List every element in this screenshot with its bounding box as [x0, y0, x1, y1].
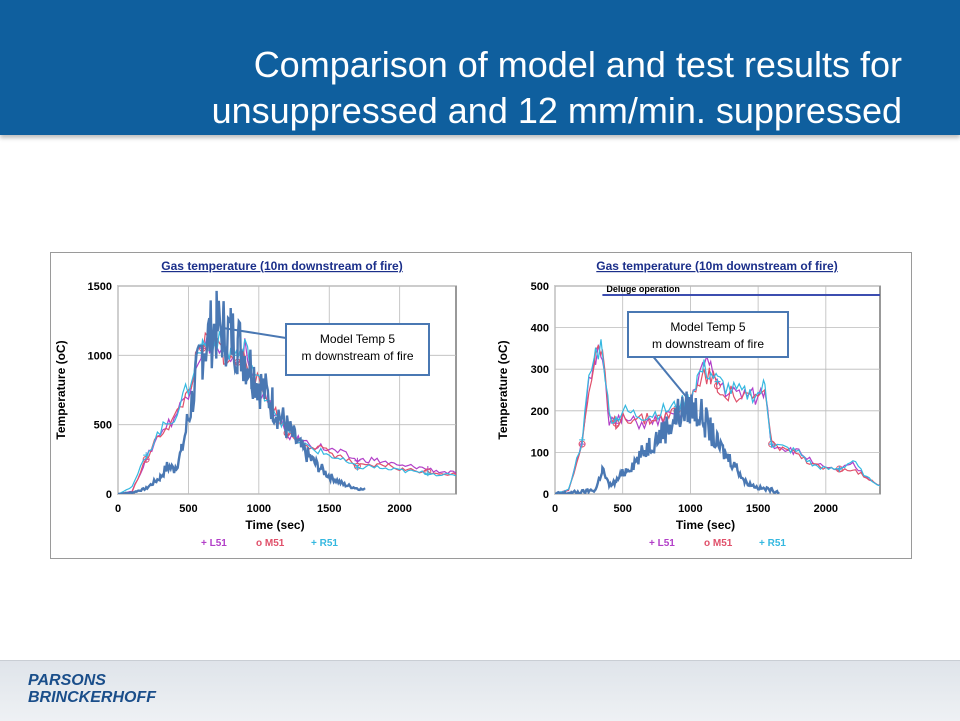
- annotation-text-line-2: m downstream of fire: [301, 349, 413, 363]
- company-logo: PARSONS BRINCKERHOFF: [28, 672, 156, 706]
- y-axis-label: Temperature (oC): [54, 340, 68, 439]
- x-tick-label: 2000: [814, 503, 838, 515]
- logo-line-1: PARSONS: [28, 672, 106, 689]
- series-line-r51: [555, 339, 880, 494]
- deluge-operation-label: Deluge operation: [606, 284, 680, 294]
- y-tick-label: 0: [106, 489, 112, 501]
- data-marker-r51: [579, 436, 586, 443]
- plot-area: [117, 285, 457, 495]
- x-tick-label: 0: [115, 503, 121, 515]
- annotation-text-line-1: Model Temp 5: [320, 332, 395, 346]
- logo-line-2: BRINCKERHOFF: [28, 689, 156, 706]
- legend-entry: + L51: [201, 538, 227, 549]
- x-tick-label: 500: [614, 503, 632, 515]
- annotation-text-line-1: Model Temp 5: [670, 320, 745, 334]
- data-marker-r51: [143, 452, 150, 459]
- y-tick-label: 500: [531, 281, 549, 293]
- legend-entry: + L51: [649, 538, 675, 549]
- y-tick-label: 100: [531, 447, 549, 459]
- chart-title: Gas temperature (10m downstream of fire): [161, 259, 402, 273]
- slide-title-line-2: unsuppressed and 12 mm/min. suppressed: [211, 90, 902, 131]
- data-marker-r51: [354, 464, 361, 471]
- chart-panel-2: Gas temperature (10m downstream of fire)…: [496, 259, 881, 549]
- x-tick-label: 1500: [746, 503, 770, 515]
- slide-title-line-1: Comparison of model and test results for: [253, 44, 902, 85]
- slide-title: Comparison of model and test results for…: [62, 42, 902, 134]
- data-marker-r51: [836, 466, 843, 473]
- chart-panel-1: Gas temperature (10m downstream of fire)…: [54, 259, 457, 549]
- figure-frame: Gas temperature (10m downstream of fire)…: [50, 252, 912, 559]
- x-tick-label: 500: [179, 503, 197, 515]
- footer-bar: [0, 660, 960, 721]
- annotation-arrow: [220, 326, 287, 339]
- charts-figure: Gas temperature (10m downstream of fire)…: [54, 259, 881, 549]
- series-line-model: [118, 290, 366, 494]
- y-tick-label: 1000: [88, 350, 112, 362]
- x-tick-label: 1500: [317, 503, 341, 515]
- series-line-l51: [555, 344, 880, 494]
- y-axis-label: Temperature (oC): [496, 340, 510, 439]
- annotation-box: [627, 311, 789, 358]
- y-tick-label: 300: [531, 364, 549, 376]
- annotation-text-line-2: m downstream of fire: [652, 337, 764, 351]
- series-line-m51: [555, 344, 880, 494]
- y-tick-label: 1500: [88, 281, 112, 293]
- legend-entry: + R51: [311, 538, 338, 549]
- annotation-box: [285, 323, 430, 376]
- chart-title: Gas temperature (10m downstream of fire): [596, 259, 837, 273]
- data-marker-r51: [714, 378, 721, 385]
- data-marker-r51: [612, 416, 619, 423]
- legend-entry: o M51: [256, 538, 285, 549]
- x-tick-label: 1000: [247, 503, 271, 515]
- x-axis-label: Time (sec): [245, 518, 304, 532]
- series-line-model: [555, 391, 780, 494]
- data-marker-r51: [768, 441, 775, 448]
- x-axis-label: Time (sec): [676, 518, 735, 532]
- y-tick-label: 500: [94, 420, 112, 432]
- x-tick-label: 0: [552, 503, 558, 515]
- title-banner: Comparison of model and test results for…: [0, 0, 960, 135]
- data-marker-r51: [424, 470, 431, 477]
- y-tick-label: 0: [543, 489, 549, 501]
- data-marker-l51: [354, 457, 361, 464]
- legend-entry: o M51: [704, 538, 733, 549]
- y-tick-label: 400: [531, 323, 549, 335]
- y-tick-label: 200: [531, 406, 549, 418]
- x-tick-label: 1000: [678, 503, 702, 515]
- legend-entry: + R51: [759, 538, 786, 549]
- x-tick-label: 2000: [387, 503, 411, 515]
